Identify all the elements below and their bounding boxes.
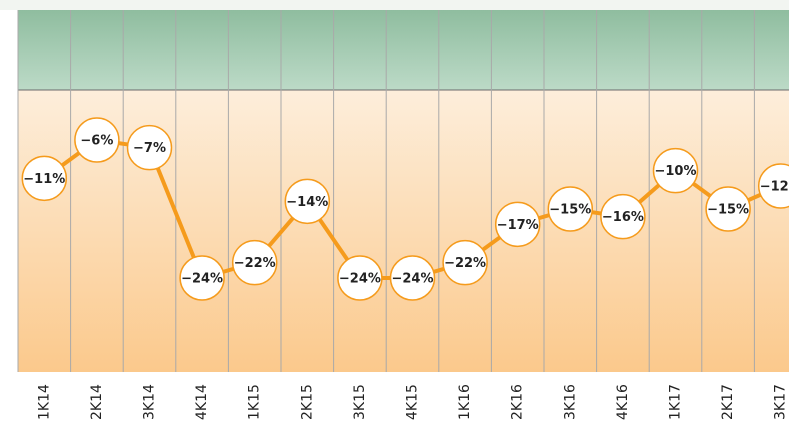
point: [389, 255, 436, 301]
data-label: −15%: [549, 203, 591, 218]
x-tick-label: 3K16: [562, 384, 578, 420]
x-tick-label: 3K17: [773, 384, 789, 420]
data-label: −24%: [339, 272, 381, 287]
data-label: −17%: [497, 218, 539, 233]
data-label: −7%: [133, 141, 166, 156]
x-tick-label: 1K14: [36, 384, 52, 420]
data-label: −22%: [234, 256, 276, 271]
point: [757, 163, 789, 209]
x-tick-label: 2K17: [720, 384, 736, 420]
x-tick-label: 3K15: [352, 384, 368, 420]
point: [337, 255, 383, 301]
x-tick-label: 2K15: [299, 384, 315, 420]
data-label: −15%: [707, 203, 749, 218]
data-label: −24%: [391, 272, 433, 287]
x-tick-label: 1K16: [457, 384, 473, 420]
x-tick-label: 4K14: [194, 384, 210, 420]
x-tick-label: 3K14: [142, 384, 158, 420]
point: [21, 155, 68, 202]
x-tick-label: 4K15: [405, 384, 421, 420]
point: [179, 255, 225, 301]
x-tick-label: 1K15: [247, 384, 263, 420]
data-label: −6%: [80, 134, 113, 149]
x-tick-label: 4K16: [615, 384, 631, 420]
point: [705, 186, 751, 232]
point: [494, 201, 541, 248]
point: [442, 239, 488, 286]
data-label: −12%: [760, 180, 789, 195]
header-band: [18, 10, 789, 90]
data-label: −24%: [181, 272, 223, 287]
point: [284, 178, 331, 225]
data-label: −22%: [444, 256, 486, 271]
x-tick-label: 1K17: [668, 384, 684, 420]
point: [231, 239, 278, 286]
point: [126, 124, 173, 171]
data-label: −11%: [23, 172, 65, 187]
point: [547, 186, 594, 232]
x-tick-label: 2K16: [510, 384, 526, 420]
point: [652, 147, 699, 194]
top-strip: [0, 0, 789, 10]
data-label: −14%: [286, 195, 328, 210]
point: [600, 193, 646, 240]
x-tick-label: 2K14: [89, 384, 105, 420]
point: [74, 117, 120, 163]
data-label: −16%: [602, 210, 644, 225]
data-label: −10%: [654, 164, 696, 179]
